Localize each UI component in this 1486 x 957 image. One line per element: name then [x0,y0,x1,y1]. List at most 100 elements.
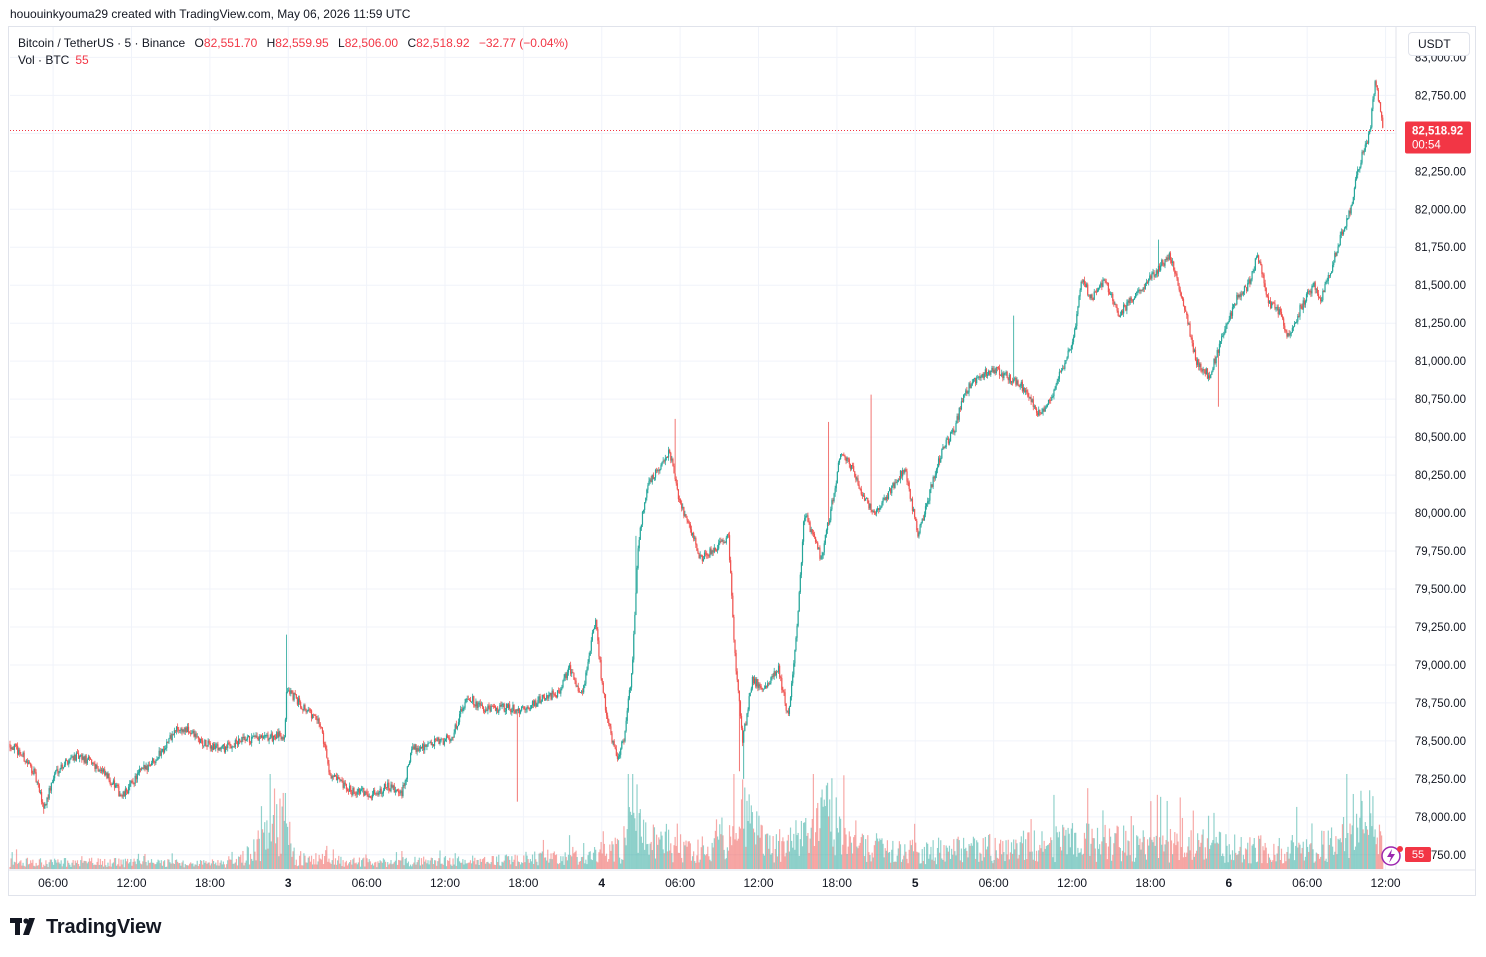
symbol-title[interactable]: Bitcoin / TetherUS · 5 · Binance [18,36,186,50]
candle-body [100,769,103,772]
volume-bar [383,859,386,869]
volume-bar [791,840,793,869]
candle-body [1253,270,1255,272]
volume-bar [646,844,648,869]
volume-bar [157,859,159,869]
candle-body [173,730,175,735]
volume-bar [1224,862,1226,869]
volume-bar [1077,847,1079,869]
volume-bar [1121,850,1124,869]
volume-bar [1302,841,1304,869]
candle-body [361,788,363,790]
candle-body [624,730,626,742]
candle-body [627,698,629,711]
symbol-legend[interactable]: Bitcoin / TetherUS · 5 · Binance O82,551… [18,35,568,52]
volume-bar [23,865,25,869]
volume-bar [406,863,408,869]
volume-bar [865,839,867,869]
price-tick-label: 82,750.00 [1415,90,1466,102]
volume-bar [1293,860,1296,869]
candle-body [330,775,332,779]
volume-bar [143,855,145,869]
candle-body [860,488,862,495]
volume-bar [1070,828,1072,869]
volume-bar [441,863,443,869]
volume-bar [785,852,787,869]
candle-body [957,416,959,420]
volume-bar [679,834,682,869]
volume-bar [1332,846,1334,869]
volume-bar [1359,817,1361,869]
candle-body [601,678,603,683]
candle-body [378,791,380,795]
volume-bar [17,863,19,869]
candle-body [128,786,130,794]
candle-body [332,776,334,777]
volume-bar [325,850,327,869]
volume-bar [782,837,784,869]
candle-body [1366,142,1369,144]
candle-body [1121,310,1124,314]
candle-body [884,497,886,501]
candle-body [679,499,682,504]
volume-bar [1068,833,1070,869]
volume-bar [194,864,196,869]
candle-body [1314,282,1316,290]
candle-body [367,794,369,797]
candle-body [1051,396,1053,401]
candle-body [1250,279,1252,284]
volume-bar [477,859,479,869]
volume-bar [469,860,472,869]
time-tick-label: 06:00 [665,876,695,890]
volume-bar [824,806,826,869]
volume-bar [1170,840,1173,869]
volume-bar [180,865,182,869]
candle-body [634,614,636,635]
volume-bar [1363,833,1365,869]
volume-bar [1096,827,1099,869]
candle-body [226,746,228,749]
candle-body [1378,100,1381,103]
candle-body [1146,282,1149,283]
candle-body [1285,330,1287,332]
tradingview-logo[interactable]: TradingView [10,916,161,938]
volume-bar [583,843,585,869]
volume-bar [1162,835,1164,869]
volume-bar [270,841,272,869]
volume-bar [214,864,216,869]
candle-body [628,690,631,699]
candle-body [719,540,721,543]
volume-bar [390,860,392,869]
candle-body [132,781,134,784]
volume-bar [283,820,285,869]
candle-body [640,524,642,528]
candle-body [968,383,970,393]
volume-bar [536,861,538,869]
volume-bar [1364,822,1366,869]
candle-body [768,683,770,685]
volume-legend[interactable]: Vol · BTC 55 [18,52,89,69]
volume-bar [1240,837,1242,869]
price-tick-label: 80,750.00 [1415,394,1466,406]
currency-button[interactable]: USDT [1408,32,1470,56]
candle-body [978,376,980,378]
volume-bar [1151,839,1153,869]
volume-bar [1197,833,1199,869]
candle-body [1071,341,1074,346]
candle-body [432,744,435,746]
volume-bar [1140,849,1142,869]
candle-body [219,747,221,750]
candle-body [970,384,972,389]
candle-body [708,555,710,557]
volume-bar [440,863,442,869]
volume-bar [1223,856,1225,869]
candle-body [1148,279,1150,283]
volume-bar [826,782,829,869]
candle-body [909,489,911,499]
candle-body [588,655,590,662]
price-tick-label: 80,000.00 [1415,508,1466,520]
candle-body [1354,179,1357,188]
volume-bar [1360,790,1362,869]
candle-body [181,728,183,732]
